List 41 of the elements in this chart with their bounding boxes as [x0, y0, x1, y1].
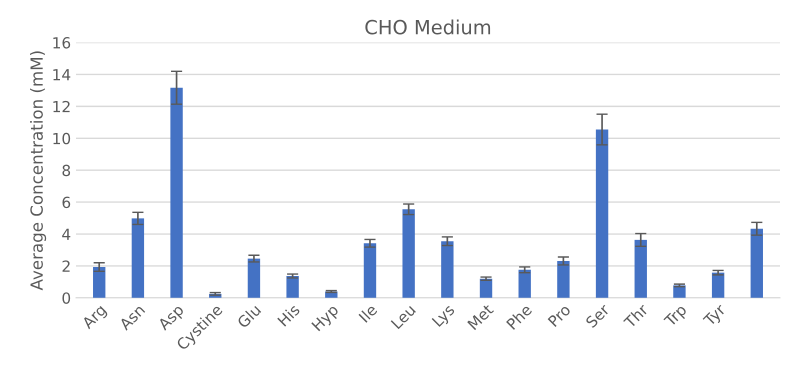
x-tick-label: Trp: [663, 304, 690, 330]
y-tick-label: 8: [62, 164, 70, 176]
bar: [634, 240, 647, 298]
x-tick-label: Glu: [236, 304, 262, 329]
x-tick-label: Leu: [390, 304, 416, 330]
bar: [750, 228, 763, 298]
bar: [518, 270, 531, 298]
y-tick-label: 10: [53, 132, 70, 144]
x-tick-label: Arg: [81, 304, 109, 332]
y-tick-label: 6: [62, 196, 70, 208]
bar: [93, 267, 106, 298]
bar: [557, 260, 570, 298]
x-tick-label: Lys: [432, 304, 458, 330]
x-tick-label: Thr: [622, 302, 649, 329]
bar: [712, 272, 724, 298]
x-tick-label: Pro: [548, 304, 572, 328]
y-axis-title: Average Concentration (mM): [30, 51, 46, 290]
x-tick-label: Met: [467, 303, 494, 330]
y-tick-label: 12: [53, 100, 70, 112]
bar: [402, 209, 415, 298]
x-tick-label: Hyp: [311, 304, 342, 334]
bar: [132, 218, 144, 298]
bar: [248, 258, 260, 298]
y-tick-label: 2: [62, 260, 70, 272]
x-tick-label: Ile: [358, 303, 378, 323]
bar: [170, 88, 183, 298]
bar: [441, 241, 454, 298]
y-tick-label: 4: [62, 228, 70, 240]
x-tick-label: Ser: [585, 302, 610, 328]
x-tick-label: Tyr: [702, 303, 729, 329]
y-tick-label: 14: [53, 69, 70, 80]
chart-title: CHO Medium: [365, 19, 490, 34]
y-tick-label: 0: [62, 292, 70, 304]
x-tick-label: His: [276, 303, 300, 327]
bar: [364, 243, 376, 298]
bar: [480, 278, 492, 298]
bar: [596, 130, 608, 298]
x-tick-label: Asn: [118, 304, 146, 331]
x-tick-label: Phe: [506, 303, 532, 330]
y-tick-label: 16: [53, 37, 70, 49]
bar: [286, 276, 299, 298]
